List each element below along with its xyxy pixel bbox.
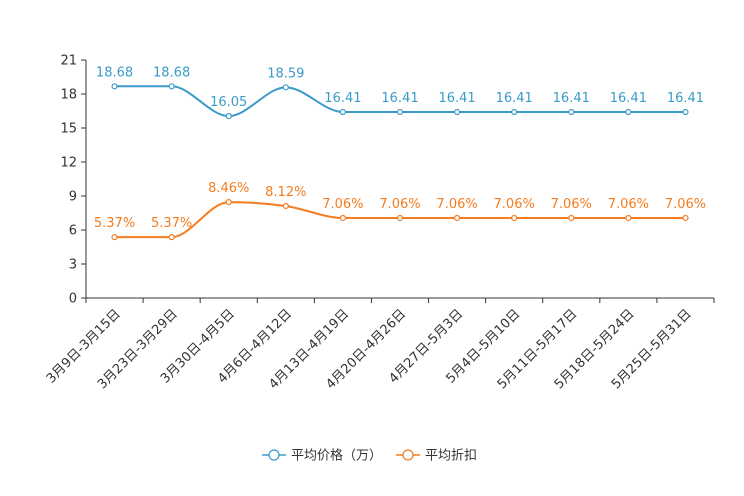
series-2: 5.37% 5.37% 8.46% 8.12% 7.06% 7.06% 7.06% 7.06%…	[94, 181, 706, 241]
data-label: 8.46%	[208, 181, 249, 196]
data-point[interactable]	[282, 202, 289, 210]
data-label: 7.06%	[608, 197, 649, 212]
data-label: 18.68	[153, 65, 190, 80]
series-layer: 18.68 18.68 16.05 18.59 16.41 16.41 16.41 16.41…	[94, 65, 706, 241]
data-point[interactable]	[568, 214, 575, 222]
legend-label: 平均价格（万）	[291, 448, 382, 464]
data-label: 16.41	[324, 91, 361, 106]
data-point[interactable]	[511, 214, 518, 222]
data-point[interactable]	[453, 214, 461, 222]
data-point[interactable]	[282, 84, 289, 91]
data-point[interactable]	[682, 214, 689, 222]
legend-item-1[interactable]: 平均价格（万）	[262, 448, 382, 464]
data-point[interactable]	[396, 108, 404, 116]
data-label: 16.41	[438, 91, 475, 106]
data-label: 7.06%	[379, 197, 420, 212]
data-point[interactable]	[111, 234, 118, 241]
series-1: 18.68 18.68 16.05 18.59 16.41 16.41 16.41 16.41…	[96, 65, 704, 120]
data-label: 5.37%	[94, 216, 135, 231]
data-point[interactable]	[568, 108, 575, 116]
data-point[interactable]	[625, 108, 632, 116]
data-label: 18.68	[96, 65, 133, 80]
data-label: 7.06%	[494, 197, 535, 212]
legend-item-2[interactable]: 平均折扣	[396, 449, 477, 464]
data-label: 16.41	[667, 91, 704, 106]
data-point[interactable]	[453, 108, 461, 116]
y-tick-label: 9	[69, 190, 77, 205]
data-label: 16.05	[210, 95, 247, 110]
legend-marker-icon	[402, 449, 414, 461]
data-label: 5.37%	[151, 216, 192, 231]
data-point[interactable]	[225, 199, 232, 206]
y-tick-label: 18	[60, 88, 77, 103]
data-label: 16.41	[381, 91, 418, 106]
series-line	[114, 85, 686, 118]
data-label: 16.41	[610, 91, 647, 106]
legend-marker-icon	[268, 449, 280, 461]
data-point[interactable]	[339, 214, 347, 222]
y-tick-label: 3	[69, 258, 77, 273]
y-tick-label: 6	[69, 224, 77, 239]
y-tick-label: 21	[60, 54, 77, 69]
legend-label: 平均折扣	[425, 449, 477, 464]
data-point[interactable]	[111, 83, 118, 90]
y-tick-label: 0	[69, 292, 77, 307]
data-point[interactable]	[682, 108, 689, 116]
data-point[interactable]	[225, 112, 232, 120]
data-point[interactable]	[339, 108, 347, 116]
data-label: 7.06%	[322, 197, 363, 212]
y-tick-label: 12	[60, 156, 77, 171]
data-point[interactable]	[168, 83, 175, 90]
legend[interactable]: 平均价格（万） 平均折扣	[262, 448, 477, 464]
data-label: 7.06%	[436, 197, 477, 212]
data-point[interactable]	[168, 234, 175, 241]
data-point[interactable]	[625, 214, 632, 222]
y-tick-label: 15	[60, 122, 77, 137]
data-label: 7.06%	[551, 197, 592, 212]
data-label: 18.59	[267, 66, 304, 81]
data-point[interactable]	[511, 108, 518, 116]
data-point[interactable]	[396, 214, 404, 222]
data-label: 7.06%	[665, 197, 706, 212]
data-label: 16.41	[553, 91, 590, 106]
data-label: 8.12%	[265, 185, 306, 200]
data-label: 16.41	[496, 91, 533, 106]
